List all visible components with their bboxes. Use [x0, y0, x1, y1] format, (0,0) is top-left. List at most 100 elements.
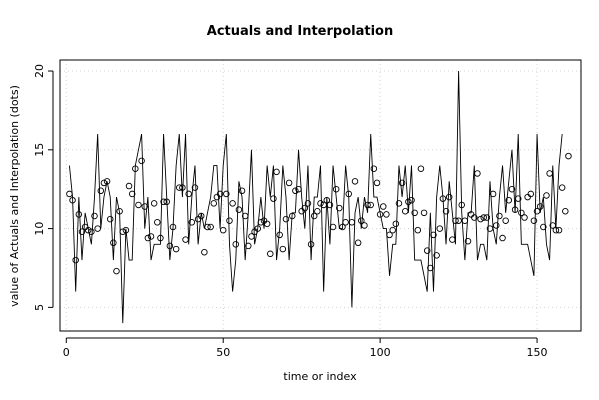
interpolation-point [229, 200, 236, 207]
y-tick-label: 15 [33, 143, 46, 157]
y-tick-label: 10 [33, 222, 46, 236]
interpolation-point [116, 208, 123, 215]
interpolation-point [329, 223, 337, 231]
interpolation-point [493, 222, 500, 229]
interpolation-point [527, 190, 535, 198]
interpolation-point [226, 217, 233, 224]
x-tick-label: 150 [527, 346, 548, 359]
axes: 0 50 100 150 5 10 15 20 [33, 64, 548, 359]
interpolation-point [78, 228, 86, 235]
interpolation-point [452, 217, 459, 224]
interpolation-point [408, 196, 415, 204]
interpolation-point [536, 203, 544, 210]
interpolation-point [88, 228, 95, 235]
interpolation-point [342, 219, 349, 226]
interpolation-point [182, 236, 189, 243]
interpolation-point [540, 223, 547, 231]
interpolation-point [75, 211, 83, 218]
interpolation-point [94, 225, 101, 232]
interpolation-point [389, 226, 396, 234]
interpolation-point [263, 220, 271, 228]
interpolation-point [144, 234, 152, 242]
interpolation-point [336, 204, 343, 212]
interpolation-point [245, 242, 252, 250]
interpolation-point [505, 196, 513, 204]
interpolation-point [279, 245, 287, 253]
x-tick-label: 0 [63, 346, 70, 359]
interpolation-point [376, 211, 384, 218]
interpolation-point [219, 226, 227, 234]
interpolation-point [558, 184, 566, 191]
interpolation-point [132, 165, 139, 172]
interpolation-point [141, 203, 148, 210]
interpolation-point [185, 190, 192, 198]
x-tick-label: 100 [370, 346, 391, 359]
interpolation-point [157, 234, 164, 242]
interpolation-point [411, 209, 418, 217]
interpolation-point [163, 198, 170, 206]
interpolation-point [373, 179, 381, 187]
interpolation-point [191, 184, 199, 191]
interpolation-point [100, 179, 108, 187]
interpolation-point [241, 212, 249, 220]
interpolation-point [201, 248, 208, 256]
interpolation-point [238, 187, 246, 195]
interpolation-point [358, 217, 365, 224]
chart-title: Actuals and Interpolation [207, 24, 393, 39]
interpolation-point [103, 178, 111, 185]
interpolation-point [486, 225, 494, 232]
interpolation-point [119, 228, 127, 235]
interpolation-point [417, 165, 425, 172]
interpolation-point [508, 185, 516, 193]
interpolation-point [292, 187, 299, 195]
interpolation-point [285, 179, 293, 187]
interpolation-point [248, 233, 255, 240]
interpolation-point [166, 242, 174, 250]
interpolation-point [555, 226, 563, 234]
interpolation-point [323, 196, 331, 204]
interpolation-point [128, 190, 136, 198]
interpolation-point [232, 241, 240, 248]
interpolation-point [380, 203, 387, 210]
interpolation-point [543, 192, 550, 199]
interpolation-point [204, 223, 211, 231]
interpolation-point [194, 215, 202, 223]
interpolation-point [150, 200, 158, 207]
interpolation-point [138, 157, 145, 165]
interpolation-point [122, 226, 130, 234]
interpolation-point [169, 223, 177, 231]
interpolation-point [235, 206, 243, 213]
interpolation-point [420, 209, 428, 217]
interpolation-point [307, 241, 315, 248]
interpolation-point [455, 217, 462, 224]
interpolation-point [304, 200, 312, 207]
interpolation-point [317, 200, 324, 207]
interpolation-point [427, 264, 434, 272]
interpolation-point [502, 217, 509, 224]
interpolation-point [147, 233, 155, 240]
interpolation-point [386, 231, 393, 239]
interpolation-point [530, 217, 538, 224]
interpolation-point [511, 206, 519, 213]
interpolation-point [398, 179, 406, 187]
actuals-line [68, 71, 563, 324]
interpolation-point [565, 152, 572, 160]
interpolation-point [267, 250, 274, 258]
interpolation-point [383, 211, 390, 218]
interpolation-point [449, 236, 456, 243]
interpolation-point [106, 215, 114, 223]
interpolation-point [298, 208, 305, 215]
interpolation-point [524, 193, 531, 201]
interpolation-point [351, 178, 359, 185]
interpolation-point [110, 239, 117, 247]
interpolation-point [69, 196, 76, 204]
interpolation-point [489, 190, 497, 198]
interpolation-point [471, 214, 478, 221]
interpolation-point [461, 217, 469, 224]
interpolation-point [442, 208, 450, 215]
interpolation-point [364, 201, 371, 209]
interpolation-point [518, 209, 525, 217]
interpolation-point [430, 231, 437, 239]
interpolation-point [370, 165, 378, 172]
